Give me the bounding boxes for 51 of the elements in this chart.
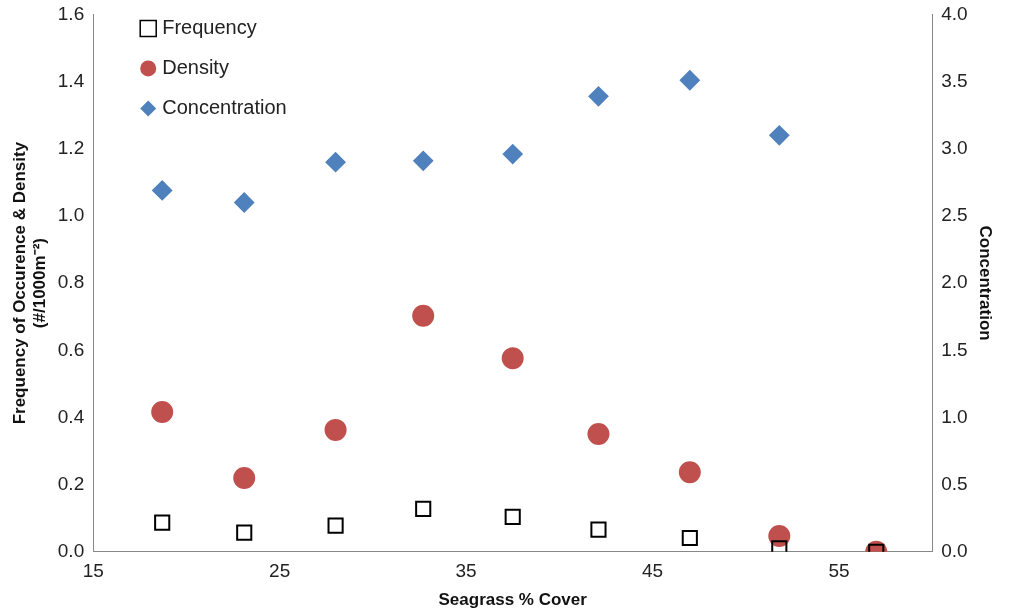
x-axis-title: Seagrass % Cover <box>438 590 588 610</box>
y-tick-label: 0.2 <box>57 472 85 494</box>
y2-tick-label: 2.0 <box>941 271 968 293</box>
point <box>327 517 344 534</box>
y2-tick-label: 2.5 <box>941 204 968 226</box>
y-tick-label: 0.6 <box>57 338 85 360</box>
point <box>502 144 523 165</box>
y-tick-label: 0.0 <box>57 540 85 562</box>
y2-tick-label: 1.5 <box>941 338 968 360</box>
x-tick-label: 15 <box>82 560 104 582</box>
y2-tick-label: 3.0 <box>941 136 968 158</box>
point <box>504 508 521 525</box>
y2-axis-title: Concentration <box>976 225 996 341</box>
point <box>501 347 524 370</box>
y-tick-label: 0.8 <box>57 271 85 293</box>
point <box>588 86 609 107</box>
legend-label: Concentration <box>162 95 287 118</box>
y-tick-label: 1.6 <box>57 2 85 24</box>
point <box>151 401 174 424</box>
x-tick-label: 55 <box>828 560 850 582</box>
point <box>678 461 701 484</box>
point <box>412 304 435 327</box>
y2-tick-label: 0.5 <box>941 472 968 494</box>
point <box>234 192 255 213</box>
y-tick-label: 1.2 <box>57 136 85 158</box>
point <box>587 422 610 445</box>
point <box>679 70 700 91</box>
x-tick-label: 45 <box>641 560 664 582</box>
legend-label: Density <box>162 55 229 78</box>
point <box>325 152 346 173</box>
y-tick-label: 0.4 <box>57 405 85 427</box>
point <box>590 521 607 538</box>
point <box>152 180 173 201</box>
y2-tick-label: 0.0 <box>941 540 968 562</box>
point <box>413 150 434 171</box>
y2-tick-label: 4.0 <box>941 2 968 24</box>
y2-tick-label: 3.5 <box>941 69 968 91</box>
point <box>233 466 256 489</box>
x-tick-label: 35 <box>455 560 477 582</box>
point <box>769 125 790 146</box>
point <box>236 524 253 541</box>
x-tick-label: 25 <box>269 560 291 582</box>
point <box>681 529 698 547</box>
point <box>324 418 347 441</box>
y-axis-title: Frequency of Occurence & Density (#/1000m⁻²) <box>9 141 50 425</box>
y2-tick-label: 1.0 <box>941 405 968 427</box>
legend-label: Frequency <box>162 15 257 38</box>
y-tick-label: 1.0 <box>57 204 85 226</box>
point <box>154 514 171 531</box>
point <box>415 500 432 517</box>
y-tick-label: 1.4 <box>57 69 85 91</box>
